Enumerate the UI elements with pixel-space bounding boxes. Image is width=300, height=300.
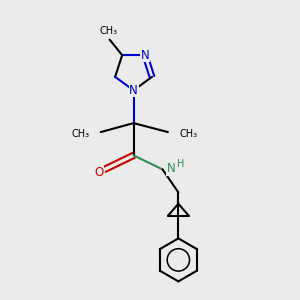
Text: CH₃: CH₃ xyxy=(179,129,197,139)
Text: O: O xyxy=(94,166,103,179)
Text: CH₃: CH₃ xyxy=(99,26,117,36)
Text: N: N xyxy=(167,162,176,175)
Text: H: H xyxy=(177,159,184,169)
Text: N: N xyxy=(129,84,138,97)
Text: CH₃: CH₃ xyxy=(71,129,89,139)
Text: N: N xyxy=(141,49,149,62)
